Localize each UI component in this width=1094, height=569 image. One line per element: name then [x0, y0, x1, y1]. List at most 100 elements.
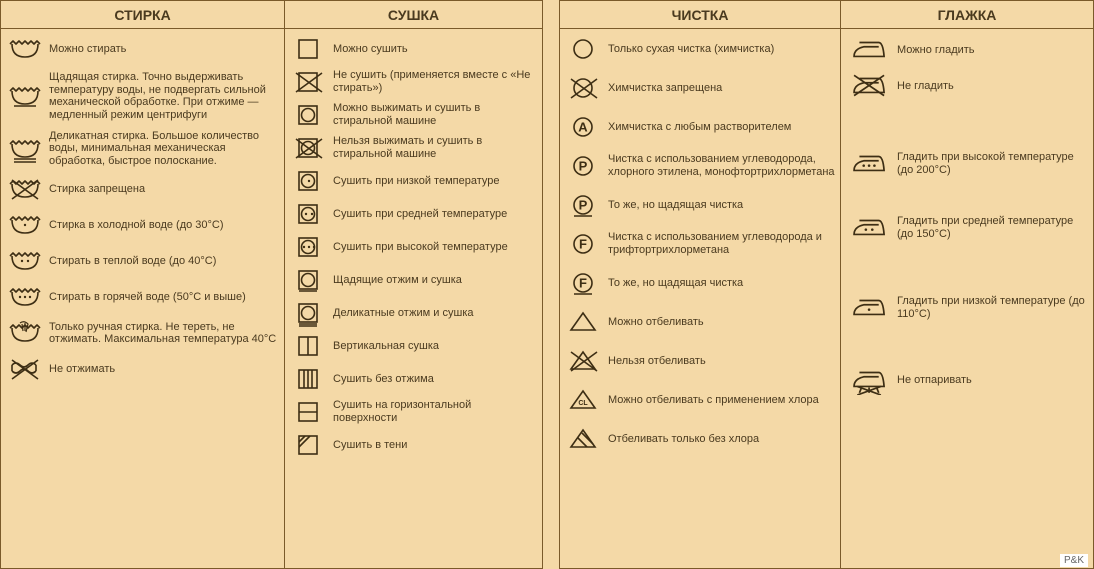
header-iron: ГЛАЖКА	[841, 1, 1093, 29]
watermark: P&K	[1060, 554, 1088, 567]
body-dry: Можно сушить Не сушить (применяется вмест…	[285, 29, 542, 568]
symbol-row: CLМожно отбеливать с применением хлора	[564, 386, 836, 414]
symbol-row: Сушить при высокой температуре	[289, 233, 538, 261]
symbol-row: Вертикальная сушка	[289, 332, 538, 360]
symbol-row: Гладить при высокой температуре (до 200°…	[845, 149, 1089, 179]
circ-P-icon: P	[564, 152, 602, 180]
symbol-label: Химчистка запрещена	[602, 82, 836, 95]
symbol-label: Отбеливать только без хлора	[602, 433, 836, 446]
tub-2dot-icon	[5, 247, 43, 275]
circ-F-icon: F	[564, 230, 602, 258]
symbol-label: То же, но щадящая чистка	[602, 199, 836, 212]
symbol-label: Можно отбеливать	[602, 316, 836, 329]
tub-1dot-icon	[5, 211, 43, 239]
symbol-row: Стирать в теплой воде (до 40°С)	[5, 247, 280, 275]
sq-circ-1dot-icon	[289, 167, 327, 195]
sq-circ-3dot-icon	[289, 233, 327, 261]
symbol-label: Сушить на горизонтальной поверхности	[327, 399, 538, 424]
symbol-row: Нельзя выжимать и сушить в стиральной ма…	[289, 134, 538, 162]
symbol-label: Стирка в холодной воде (до 30°С)	[43, 219, 280, 232]
symbol-label: Гладить при высокой температуре (до 200°…	[891, 151, 1089, 176]
tub-1bar-icon	[5, 82, 43, 110]
symbol-label: Вертикальная сушка	[327, 340, 538, 353]
iron-x-icon	[845, 71, 891, 101]
symbol-row: Не отжимать	[5, 355, 280, 383]
svg-text:P: P	[579, 198, 588, 213]
symbol-row: FТо же, но щадящая чистка	[564, 269, 836, 297]
symbol-label: Деликатная стирка. Большое количество во…	[43, 130, 280, 168]
iron-icon	[845, 35, 891, 65]
symbol-row: Отбеливать только без хлора	[564, 425, 836, 453]
symbol-row: Только сухая чистка (химчистка)	[564, 35, 836, 63]
symbol-row: Можно отбеливать	[564, 308, 836, 336]
symbol-row: Не сушить (применяется вместе с «Не стир…	[289, 68, 538, 96]
symbol-label: Стирка запрещена	[43, 183, 280, 196]
symbol-label: Гладить при средней температуре (до 150°…	[891, 215, 1089, 240]
tub-x-icon	[5, 175, 43, 203]
svg-text:A: A	[578, 120, 588, 135]
symbol-label: Стирать в теплой воде (до 40°С)	[43, 255, 280, 268]
symbol-row: Сушить при средней температуре	[289, 200, 538, 228]
iron-2dot-icon	[845, 213, 891, 243]
symbol-label: Сушить при низкой температуре	[327, 175, 538, 188]
symbol-label: Можно стирать	[43, 43, 280, 56]
symbol-label: Можно гладить	[891, 44, 1089, 57]
symbol-row: Щадящие отжим и сушка	[289, 266, 538, 294]
circ-F-bar-icon: F	[564, 269, 602, 297]
symbol-label: Химчистка с любым растворителем	[602, 121, 836, 134]
sq-circ-icon	[289, 101, 327, 129]
symbol-label: Не отпаривать	[891, 374, 1089, 387]
sq-x-icon	[289, 68, 327, 96]
symbol-row: PЧистка с использованием углеводорода, х…	[564, 152, 836, 180]
symbol-label: Можно отбеливать с применением хлора	[602, 394, 836, 407]
sq-hline-icon	[289, 398, 327, 426]
circ-P-bar-icon: P	[564, 191, 602, 219]
symbol-row: Сушить в тени	[289, 431, 538, 459]
symbol-label: Чистка с использованием углеводорода и т…	[602, 231, 836, 256]
symbol-row: Не гладить	[845, 71, 1089, 101]
symbol-row: Можно гладить	[845, 35, 1089, 65]
tub-icon	[5, 35, 43, 63]
tub-3dot-icon	[5, 283, 43, 311]
main-grid: СТИРКА Можно стирать Щадящая стирка. Точн…	[0, 0, 1094, 569]
symbol-row: Сушить при низкой температуре	[289, 167, 538, 195]
col-clean: ЧИСТКА Только сухая чистка (химчистка) Хи…	[559, 0, 841, 569]
header-dry: СУШКА	[285, 1, 542, 29]
symbol-label: Стирать в горячей воде (50°С и выше)	[43, 291, 280, 304]
symbol-label: Нельзя выжимать и сушить в стиральной ма…	[327, 135, 538, 160]
symbol-row: Деликатная стирка. Большое количество во…	[5, 130, 280, 168]
symbol-label: Сушить при высокой температуре	[327, 241, 538, 254]
symbol-row: Стирка запрещена	[5, 175, 280, 203]
tri-x-icon	[564, 347, 602, 375]
symbol-row: Щадящая стирка. Точно выдерживать темпер…	[5, 71, 280, 122]
col-iron: ГЛАЖКА Можно гладить Не гладить Гладить пр…	[841, 0, 1094, 569]
col-dry: СУШКА Можно сушить Не сушить (применяется…	[285, 0, 543, 569]
symbol-row: Деликатные отжим и сушка	[289, 299, 538, 327]
symbol-label: Не гладить	[891, 80, 1089, 93]
symbol-row: A Химчистка с любым растворителем	[564, 113, 836, 141]
circ-icon	[564, 35, 602, 63]
tri-icon	[564, 308, 602, 336]
symbol-label: То же, но щадящая чистка	[602, 277, 836, 290]
symbol-label: Можно сушить	[327, 43, 538, 56]
symbol-label: Только сухая чистка (химчистка)	[602, 43, 836, 56]
symbol-label: Сушить в тени	[327, 439, 538, 452]
sq-diag-icon	[289, 431, 327, 459]
iron-nosteam-icon	[845, 365, 891, 395]
tri-stripe-icon	[564, 425, 602, 453]
body-wash: Можно стирать Щадящая стирка. Точно выдер…	[1, 29, 284, 568]
symbol-row: P То же, но щадящая чистка	[564, 191, 836, 219]
header-clean: ЧИСТКА	[560, 1, 840, 29]
symbol-label: Можно выжимать и сушить в стиральной маш…	[327, 102, 538, 127]
symbol-label: Сушить без отжима	[327, 373, 538, 386]
sq-circ-x-icon	[289, 134, 327, 162]
header-wash: СТИРКА	[1, 1, 284, 29]
symbol-row: Химчистка запрещена	[564, 74, 836, 102]
symbol-row: Стирать в горячей воде (50°С и выше)	[5, 283, 280, 311]
symbol-label: Не сушить (применяется вместе с «Не стир…	[327, 69, 538, 94]
symbol-row: Нельзя отбеливать	[564, 347, 836, 375]
iron-3dot-icon	[845, 149, 891, 179]
body-iron: Можно гладить Не гладить Гладить при высок…	[841, 29, 1093, 568]
sq-circ-2dot-icon	[289, 200, 327, 228]
sq-icon	[289, 35, 327, 63]
